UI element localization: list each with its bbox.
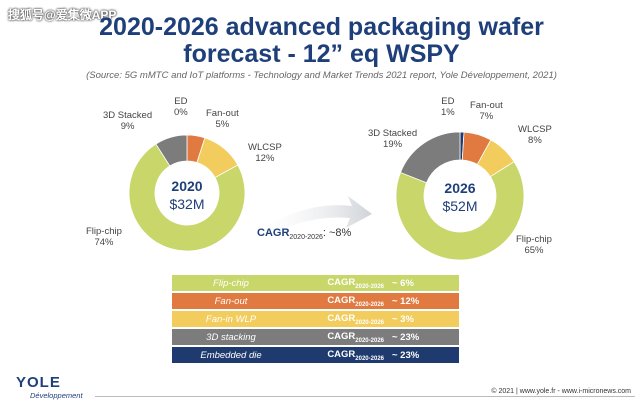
cagr-label: CAGR2020-2026 bbox=[290, 346, 388, 365]
slice-2026-3d-stacked bbox=[399, 131, 461, 184]
label-2020-3dstacked: 3D Stacked 9% bbox=[103, 110, 153, 132]
overall-cagr-value: : ~8% bbox=[322, 227, 352, 239]
footer-divider bbox=[95, 396, 635, 397]
page-title-line-1: 2020-2026 advanced packaging wafer bbox=[99, 13, 544, 41]
cagr-segment: Fan-out bbox=[172, 292, 290, 311]
yole-logo: YOLE Développement bbox=[16, 374, 83, 400]
watermark: 搜狐号@爱集微APP bbox=[8, 8, 117, 22]
center-year-2026: 2026 bbox=[444, 180, 476, 196]
cagr-label: CAGR2020-2026 bbox=[290, 310, 388, 329]
label-2026-fanout: Fan-out 7% bbox=[470, 100, 503, 122]
label-2026-wlcsp: WLCSP 8% bbox=[518, 124, 552, 146]
overall-cagr-period: 2020-2026 bbox=[289, 234, 323, 242]
logo-name: YOLE bbox=[16, 374, 61, 391]
cagr-row: Embedded die CAGR2020-2026 ~ 23% bbox=[172, 346, 459, 365]
slice-2026-flip-chip bbox=[395, 161, 525, 261]
cagr-segment: 3D stacking bbox=[172, 328, 290, 347]
cagr-table: Flip-chip CAGR2020-2026 ~ 6% Fan-out CAGR202… bbox=[172, 275, 459, 365]
slice-2020-flip-chip bbox=[128, 143, 246, 252]
label-2020-ed: ED 0% bbox=[174, 96, 188, 118]
label-2020-fanout: Fan-out 5% bbox=[206, 108, 239, 130]
cagr-segment: Flip-chip bbox=[172, 275, 290, 293]
cagr-row: Flip-chip CAGR2020-2026 ~ 6% bbox=[172, 275, 459, 293]
label-2026-flipchip: Flip-chip 65% bbox=[516, 234, 552, 256]
cagr-row: Fan-out CAGR2020-2026 ~ 12% bbox=[172, 292, 459, 311]
cagr-label: CAGR2020-2026 bbox=[290, 328, 388, 347]
footer-text: © 2021 | www.yole.fr - www.i-micronews.c… bbox=[491, 388, 631, 395]
center-total-2026: $52M bbox=[442, 198, 478, 214]
growth-arrow bbox=[250, 196, 372, 244]
overall-cagr: CAGR2020-2026: ~8% bbox=[257, 227, 351, 241]
page-title-line-2: forecast - 12” eq WSPY bbox=[183, 40, 460, 68]
source-note: (Source: 5G mMTC and IoT platforms - Tec… bbox=[86, 70, 557, 81]
label-2026-ed: ED 1% bbox=[441, 96, 455, 118]
overall-cagr-label: CAGR bbox=[257, 227, 290, 239]
logo-sub: Développement bbox=[30, 391, 83, 400]
cagr-value: ~ 3% bbox=[388, 310, 459, 329]
label-2020-flipchip: Flip-chip 74% bbox=[86, 226, 122, 248]
label-2020-wlcsp: WLCSP 12% bbox=[248, 142, 282, 164]
label-2026-3dstacked: 3D Stacked 19% bbox=[368, 128, 418, 150]
center-year-2020: 2020 bbox=[171, 178, 203, 194]
cagr-value: ~ 23% bbox=[388, 328, 459, 347]
cagr-label: CAGR2020-2026 bbox=[290, 275, 388, 293]
cagr-label: CAGR2020-2026 bbox=[290, 292, 388, 311]
cagr-segment: Fan-in WLP bbox=[172, 310, 290, 329]
slice-2020-3d-stacked bbox=[155, 134, 188, 167]
cagr-segment: Embedded die bbox=[172, 346, 290, 365]
cagr-value: ~ 6% bbox=[388, 275, 459, 293]
donut-charts bbox=[128, 131, 525, 261]
center-total-2020: $32M bbox=[169, 196, 205, 212]
cagr-row: Fan-in WLP CAGR2020-2026 ~ 3% bbox=[172, 310, 459, 329]
cagr-row: 3D stacking CAGR2020-2026 ~ 23% bbox=[172, 328, 459, 347]
cagr-value: ~ 23% bbox=[388, 346, 459, 365]
cagr-value: ~ 12% bbox=[388, 292, 459, 311]
